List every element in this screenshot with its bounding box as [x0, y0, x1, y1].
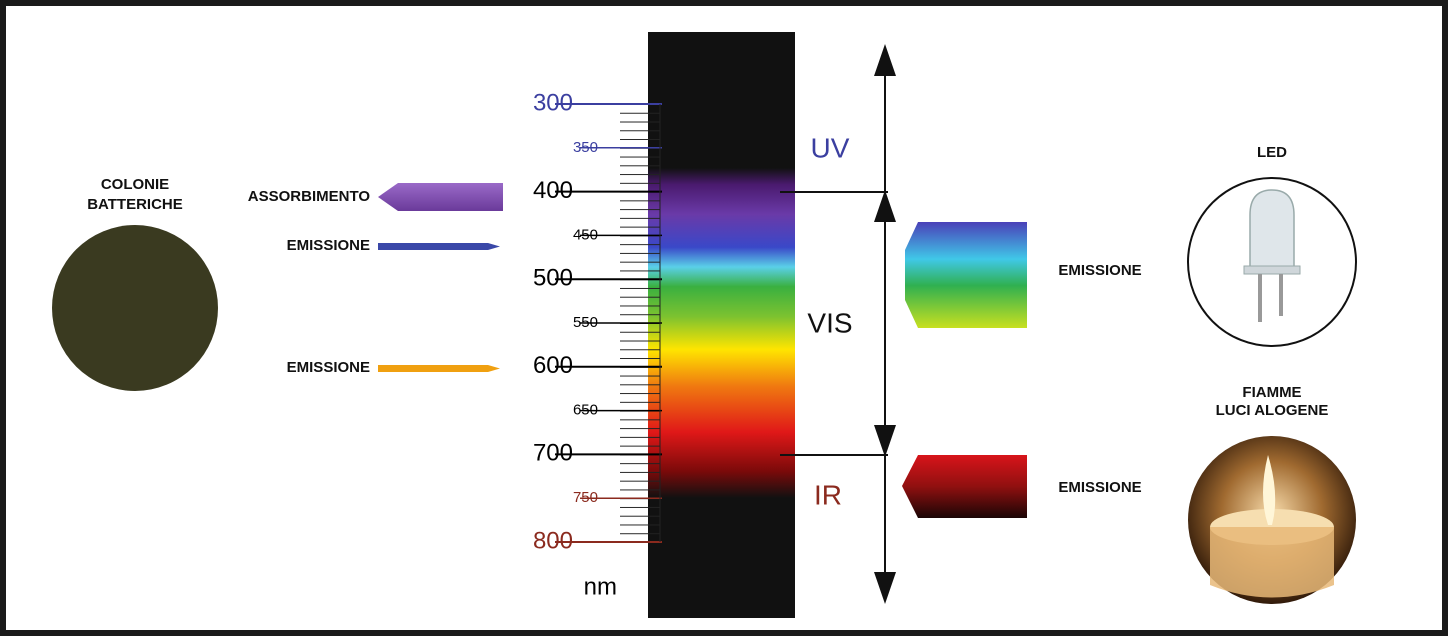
- scale-label: 750: [573, 489, 598, 506]
- spectrum: [648, 168, 795, 498]
- emission-label: EMISSIONE: [287, 359, 370, 376]
- band-vis: VIS: [807, 307, 852, 338]
- candle-flame: [1263, 455, 1276, 525]
- candle-body: [1210, 527, 1334, 598]
- scale-label: 550: [573, 314, 598, 331]
- scale: 300 350 400 450 500 550 600 650 700 750 800: [533, 89, 662, 554]
- absorption-arrow: [378, 183, 503, 211]
- emission-arrow-orange: [378, 365, 500, 372]
- scale-label: 400: [533, 177, 573, 204]
- scale-label: 500: [533, 265, 573, 292]
- flame-title: FIAMME: [1242, 384, 1301, 401]
- led-emission-label: EMISSIONE: [1058, 262, 1141, 279]
- ruler-minor: [620, 104, 660, 544]
- scale-label: 800: [533, 527, 573, 554]
- emission-label: EMISSIONE: [287, 237, 370, 254]
- scale-label: 600: [533, 352, 573, 379]
- led-icon: [1243, 189, 1301, 322]
- led-title: LED: [1257, 144, 1287, 161]
- band-ir: IR: [814, 479, 842, 510]
- vis-emission-block: [905, 222, 1027, 328]
- scale-label: 700: [533, 440, 573, 467]
- scale-label: 450: [573, 226, 598, 243]
- bacteria-image: [52, 225, 218, 391]
- absorption-label: ASSORBIMENTO: [248, 188, 371, 205]
- band-uv: UV: [811, 132, 850, 163]
- flame-title: LUCI ALOGENE: [1216, 402, 1329, 419]
- emission-arrow-blue: [378, 243, 500, 250]
- scale-label: 350: [573, 139, 598, 156]
- scale-label: 650: [573, 402, 598, 419]
- ir-emission-block: [902, 455, 1027, 518]
- scale-label: 300: [533, 89, 573, 116]
- unit: nm: [584, 573, 617, 600]
- arrowheads: [874, 44, 896, 604]
- bacteria-title: COLONIE: [101, 176, 169, 193]
- bacteria-title: BATTERICHE: [87, 196, 183, 213]
- flame-emission-label: EMISSIONE: [1058, 479, 1141, 496]
